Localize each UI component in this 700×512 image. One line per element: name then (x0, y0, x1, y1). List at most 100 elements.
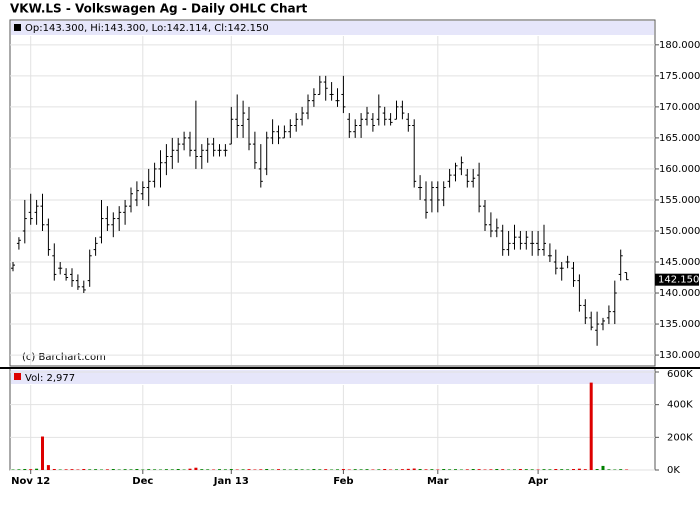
volume-bar (312, 469, 316, 470)
volume-bar (365, 469, 369, 470)
last-price-tag (655, 273, 699, 286)
volume-bar (424, 469, 428, 470)
y-tick-label: 130.000 (659, 350, 700, 361)
volume-bar (318, 469, 322, 470)
volume-bar (583, 469, 587, 470)
volume-bar (29, 469, 33, 470)
volume-bar (530, 469, 534, 470)
volume-bar (206, 469, 210, 470)
volume-bar (70, 469, 74, 470)
volume-bar (577, 468, 581, 470)
last-price-label: 142.150 (658, 275, 699, 286)
volume-bar (395, 469, 398, 470)
x-tick-label: Dec (132, 476, 153, 487)
y-tick-label: 150.000 (659, 226, 700, 237)
x-tick-label: Nov 12 (11, 476, 50, 487)
volume-bar (324, 469, 328, 470)
volume-bar (607, 469, 611, 470)
volume-bar (566, 469, 570, 470)
x-tick-label: Mar (427, 476, 449, 487)
volume-legend-band (11, 370, 654, 384)
volume-bar (88, 469, 92, 470)
y-tick-label: 145.000 (659, 257, 700, 268)
y-tick-label: 160.000 (659, 164, 700, 175)
volume-bar (477, 469, 481, 470)
volume-bar (442, 469, 446, 470)
credit: (c) Barchart.com (22, 352, 106, 363)
volume-bar (406, 468, 410, 470)
volume-bar (35, 468, 39, 470)
y-tick-label: 140.000 (659, 288, 700, 299)
volume-bar (241, 469, 245, 470)
volume-bar (412, 468, 416, 470)
chart-title: VKW.LS - Volkswagen Ag - Daily OHLC Char… (10, 2, 308, 16)
volume-bar (448, 469, 452, 470)
volume-bar (619, 469, 623, 470)
y-tick-label: 165.000 (659, 133, 700, 144)
y-tick-label: 170.000 (659, 102, 700, 113)
volume-bar (194, 467, 198, 470)
volume-bar (153, 469, 157, 470)
volume-bar (52, 469, 56, 470)
volume-bar (23, 469, 27, 470)
x-tick-label: Apr (528, 476, 548, 487)
volume-bar (489, 469, 493, 470)
volume-bar (64, 469, 68, 470)
volume-bar (265, 469, 269, 470)
y-tick-label: 155.000 (659, 195, 700, 206)
volume-bar (471, 469, 475, 470)
volume-bar (41, 436, 44, 470)
volume-bar (353, 469, 357, 470)
volume-bar (164, 469, 168, 470)
volume-bar (135, 469, 139, 470)
volume-bar (223, 469, 227, 470)
volume-bar (229, 469, 233, 470)
y-tick-label: 135.000 (659, 319, 700, 330)
volume-bar (123, 469, 127, 470)
volume-bar (247, 469, 251, 470)
volume-bar (200, 469, 204, 470)
volume-bar (300, 469, 304, 470)
volume-bar (383, 469, 387, 470)
x-tick-label: Feb (333, 476, 353, 487)
volume-bar (17, 469, 21, 470)
volume-bar (524, 469, 528, 470)
legend-icon (14, 24, 21, 31)
volume-bar (513, 469, 516, 470)
volume-bar (82, 469, 86, 470)
volume-bar (282, 469, 286, 470)
volume-bar (495, 469, 499, 470)
volume-bar (542, 469, 546, 470)
x-tick-label: Jan 13 (213, 476, 249, 487)
volume-bar (554, 469, 558, 470)
volume-bar (176, 469, 180, 470)
volume-bar (465, 469, 469, 470)
volume-bar (46, 465, 50, 470)
legend-band (11, 21, 654, 35)
volume-bar (454, 469, 457, 470)
volume-legend: Vol: 2,977 (25, 373, 75, 384)
volume-bar (259, 469, 263, 470)
y-tick-label: 400K (667, 400, 693, 411)
y-tick-label: 175.000 (659, 71, 700, 82)
volume-legend-icon (14, 373, 21, 380)
volume-bar (294, 469, 298, 470)
price-panel (9, 19, 656, 367)
legend: Op:143.300, Hi:143.300, Lo:142.114, Cl:1… (25, 23, 269, 34)
volume-bar (400, 469, 404, 470)
volume-bar (548, 469, 552, 470)
y-tick-label: 600K (667, 369, 693, 380)
volume-bar (129, 469, 133, 470)
volume-bar (105, 469, 109, 470)
volume-bar (359, 469, 363, 470)
volume-bar (518, 469, 522, 470)
volume-bar (147, 469, 151, 470)
volume-bar (341, 469, 345, 470)
volume-bar (501, 469, 505, 470)
volume-bar (111, 469, 115, 470)
y-tick-label: 200K (667, 432, 693, 443)
volume-bar (94, 469, 98, 470)
volume-bar (572, 469, 575, 470)
